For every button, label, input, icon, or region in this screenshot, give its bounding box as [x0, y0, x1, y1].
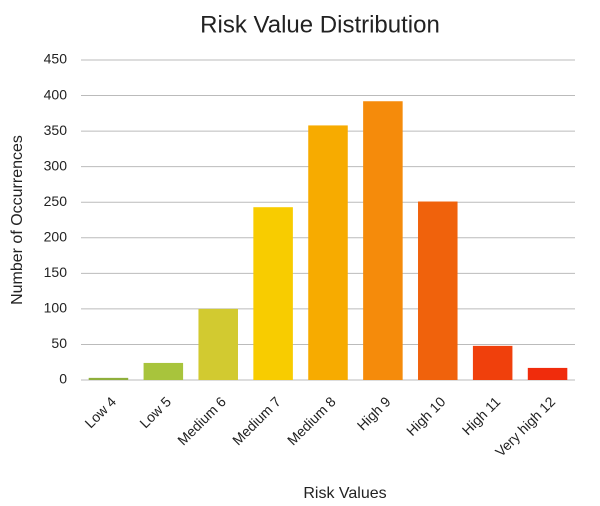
x-tick-label: Medium 6 — [174, 393, 229, 448]
y-tick-label: 450 — [44, 51, 68, 67]
y-tick-label: 0 — [59, 371, 67, 387]
y-tick-label: 350 — [44, 122, 68, 138]
bar — [308, 125, 348, 380]
y-tick-label: 150 — [44, 264, 68, 280]
y-axis-label: Number of Occurrences — [9, 135, 26, 305]
bar — [88, 377, 129, 380]
bar — [253, 207, 293, 380]
chart-title: Risk Value Distribution — [200, 11, 440, 38]
x-tick-label: Medium 8 — [284, 393, 339, 448]
bar — [198, 308, 238, 380]
bar — [363, 101, 403, 380]
y-tick-label: 200 — [44, 228, 68, 244]
y-tick-label: 250 — [44, 193, 68, 209]
y-tick-label: 100 — [44, 300, 68, 316]
x-tick-label: Low 4 — [81, 393, 119, 431]
x-tick-label: High 11 — [459, 393, 504, 438]
bar — [472, 345, 513, 380]
x-tick-label: Low 5 — [136, 393, 174, 431]
x-tick-label: High 10 — [403, 393, 449, 439]
bar — [527, 367, 568, 380]
y-tick-label: 50 — [51, 335, 67, 351]
bar — [418, 201, 458, 380]
bar — [143, 362, 184, 380]
x-axis-label: Risk Values — [303, 485, 386, 502]
y-tick-label: 300 — [44, 157, 68, 173]
x-tick-label: High 9 — [354, 393, 394, 433]
x-tick-label: Medium 7 — [229, 393, 284, 448]
y-tick-label: 400 — [44, 86, 68, 102]
